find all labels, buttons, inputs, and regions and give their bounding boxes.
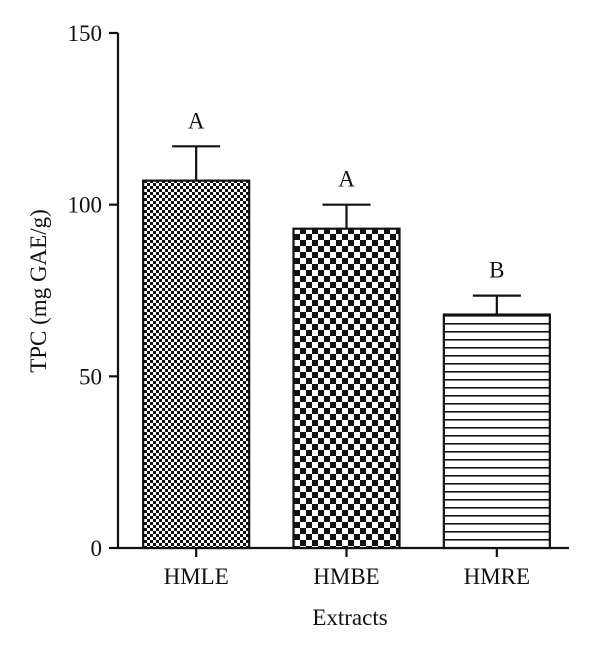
significance-label: B [489, 258, 504, 283]
error-bar-hmre [472, 294, 521, 315]
y-tick-label: 100 [68, 193, 103, 218]
x-tick-label: HMLE [164, 564, 229, 589]
error-bar-hmle [172, 145, 221, 181]
y-tick-label: 0 [91, 536, 103, 561]
significance-label: A [188, 108, 205, 133]
x-tick-label: HMRE [464, 564, 530, 589]
bar-hmre [442, 313, 551, 550]
x-ticks: HMLE HMBE HMRE [164, 548, 530, 589]
y-ticks: 0 50 100 150 [68, 21, 118, 561]
error-bars [172, 145, 521, 315]
bars [142, 179, 551, 550]
y-tick-label: 50 [79, 364, 102, 389]
significance-label: A [338, 167, 355, 192]
bar-hmle [142, 179, 251, 550]
bar-hmbe [292, 227, 401, 550]
y-axis-title: TPC (mg GAE/g) [26, 209, 51, 373]
x-tick-label: HMBE [313, 564, 379, 589]
significance-labels: A A B [188, 108, 505, 282]
error-bar-hmbe [322, 203, 371, 229]
y-tick-label: 150 [68, 21, 103, 46]
x-axis-title: Extracts [312, 605, 387, 630]
